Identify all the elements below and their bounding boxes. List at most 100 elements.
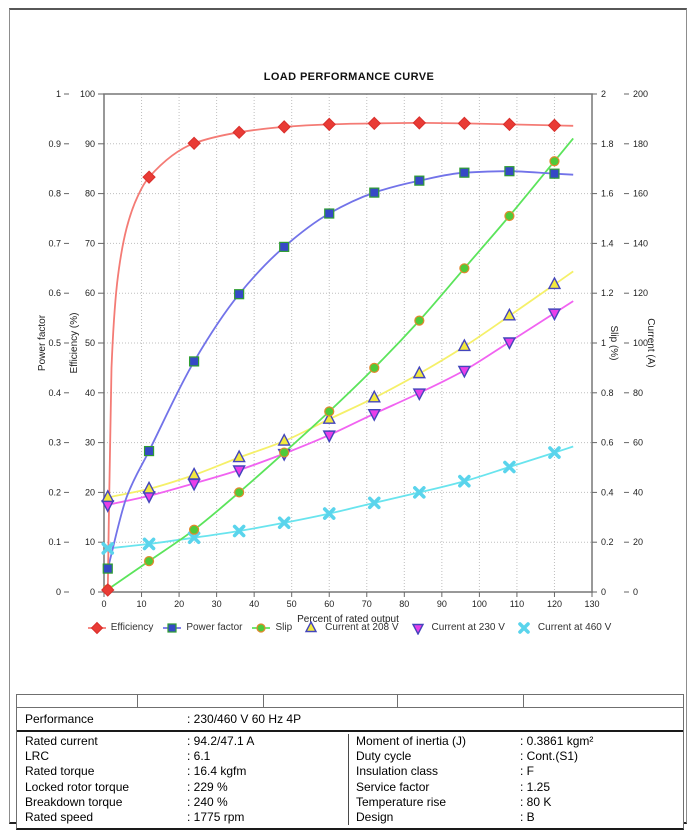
triangle-up-marker: [547, 276, 562, 290]
cross-marker: [322, 507, 336, 520]
legend-marker-square-icon: [163, 622, 182, 633]
tick-label: 0: [633, 587, 638, 597]
spec-value: : F: [520, 764, 534, 779]
tick-label: 1.4: [601, 238, 614, 248]
tick-label: 200: [633, 89, 648, 99]
tick-label: 40: [249, 599, 259, 609]
cross-marker: [518, 621, 530, 634]
performance-row: Performance : 230/460 V 60 Hz 4P: [17, 708, 683, 732]
triangle-down-marker: [547, 308, 562, 322]
spec-value: : 229 %: [187, 779, 228, 794]
triangle-up-marker: [322, 411, 336, 424]
legend-item-power-factor: Power factor: [162, 621, 242, 635]
gridlines: [104, 94, 592, 592]
spec-label: Duty cycle: [348, 749, 520, 765]
series-power-factor-line: [106, 170, 574, 569]
square-marker: [504, 166, 515, 177]
spec-label: Performance: [25, 712, 94, 726]
tick-label: 20: [174, 599, 184, 609]
triangle-up-marker: [412, 365, 426, 379]
cross-marker: [187, 531, 201, 545]
spec-label: Rated speed: [25, 809, 94, 824]
diamond-marker: [367, 116, 381, 131]
tick-label: 0.3: [48, 438, 61, 448]
cross-marker: [503, 460, 516, 474]
spec-value: : 6.1: [187, 749, 211, 764]
axis-power-factor: 0 0.1 0.2 0.3 0.4 0.5 0.6 0.7 0.8 0.9 1 Power facto…: [37, 89, 69, 597]
circle-marker: [143, 556, 155, 567]
diamond-marker: [277, 120, 291, 134]
tick-label: 0: [101, 599, 106, 609]
spec-label: Design: [348, 809, 520, 826]
legend-item-current-at-230-v: Current at 230 V: [408, 621, 505, 635]
tick-label: 1: [56, 89, 61, 99]
legend-marker-triangle-down-icon: [411, 623, 424, 635]
square-marker: [167, 622, 177, 633]
tick-label: 0: [56, 587, 61, 597]
tick-label: 40: [633, 487, 643, 497]
circle-marker: [188, 524, 200, 535]
diamond-marker: [142, 170, 156, 184]
tick-label: 60: [85, 288, 95, 298]
circle-marker: [234, 487, 245, 498]
diamond-marker: [547, 118, 562, 133]
legend-marker-triangle-up-icon: [304, 620, 318, 632]
series-current-at-230-v-line: [107, 300, 574, 506]
triangle-down-marker: [412, 388, 426, 402]
legend-item-slip: Slip: [251, 621, 292, 635]
tick-label: 130: [584, 599, 599, 609]
triangle-up-marker: [187, 466, 201, 480]
circle-marker: [504, 210, 515, 222]
series-markers: [101, 116, 562, 597]
legend-marker-circle-icon: [252, 622, 271, 633]
spec-value: : 0.3861 kgm²: [520, 734, 594, 748]
tick-label: 40: [85, 388, 95, 398]
square-marker: [549, 168, 560, 179]
legend-label: Power factor: [186, 622, 243, 633]
spec-grid: Rated current: 94.2/47.1 A Moment of iner…: [17, 732, 683, 828]
triangle-up-marker: [101, 489, 115, 503]
axis-slip: 0 0.2 0.4 0.6 0.8 1 1.2 1.4 1.6 1.8 2 Slip (%): [592, 89, 619, 597]
legend-label: Current at 460 V: [537, 622, 612, 633]
tick-label: 50: [85, 338, 95, 348]
cross-marker: [367, 496, 381, 510]
diamond-marker: [412, 116, 427, 130]
square-marker: [102, 563, 113, 574]
diamond-marker: [187, 136, 201, 151]
circle-marker: [256, 622, 267, 633]
spec-label: Temperature rise: [348, 794, 520, 810]
table-top-strip: [17, 695, 683, 708]
cross-marker: [548, 446, 561, 459]
axis-title: Slip (%): [608, 325, 619, 360]
spec-label: Breakdown torque: [25, 794, 123, 809]
tick-label: 0.8: [601, 388, 614, 398]
tick-label: 0.6: [48, 288, 61, 298]
tick-label: 70: [85, 238, 95, 248]
cross-marker: [232, 524, 246, 538]
tick-label: 2: [601, 89, 606, 99]
tick-label: 100: [80, 89, 95, 99]
spec-table: Performance : 230/460 V 60 Hz 4P Rated c…: [16, 694, 684, 831]
spec-value: : 94.2/47.1 A: [187, 734, 255, 748]
spec-value: : 1.25: [520, 779, 551, 794]
circle-marker: [414, 315, 425, 326]
axis-efficiency: 0 10 20 30 40 50 60 70 80 90 100 Efficiency (%): [69, 89, 104, 597]
diamond-marker: [90, 621, 103, 634]
tick-label: 0.4: [48, 388, 61, 398]
spec-value: : 240 %: [187, 794, 228, 809]
legend-item-efficiency: Efficiency: [87, 621, 153, 635]
triangle-down-marker: [232, 465, 246, 478]
series-efficiency-markers: [101, 116, 562, 597]
tick-label: 1: [601, 338, 606, 348]
tick-label: 10: [85, 537, 95, 547]
diamond-marker: [232, 125, 246, 140]
diamond-marker: [457, 116, 472, 131]
spec-label: Service factor: [348, 779, 520, 795]
chart-legend: Efficiency Power factor Slip Current at 208…: [0, 620, 698, 635]
tick-label: 1.2: [601, 288, 614, 298]
tick-label: 160: [633, 189, 648, 199]
tick-label: 0.7: [48, 238, 61, 248]
triangle-up-marker: [457, 338, 472, 352]
diamond-marker: [101, 583, 115, 597]
